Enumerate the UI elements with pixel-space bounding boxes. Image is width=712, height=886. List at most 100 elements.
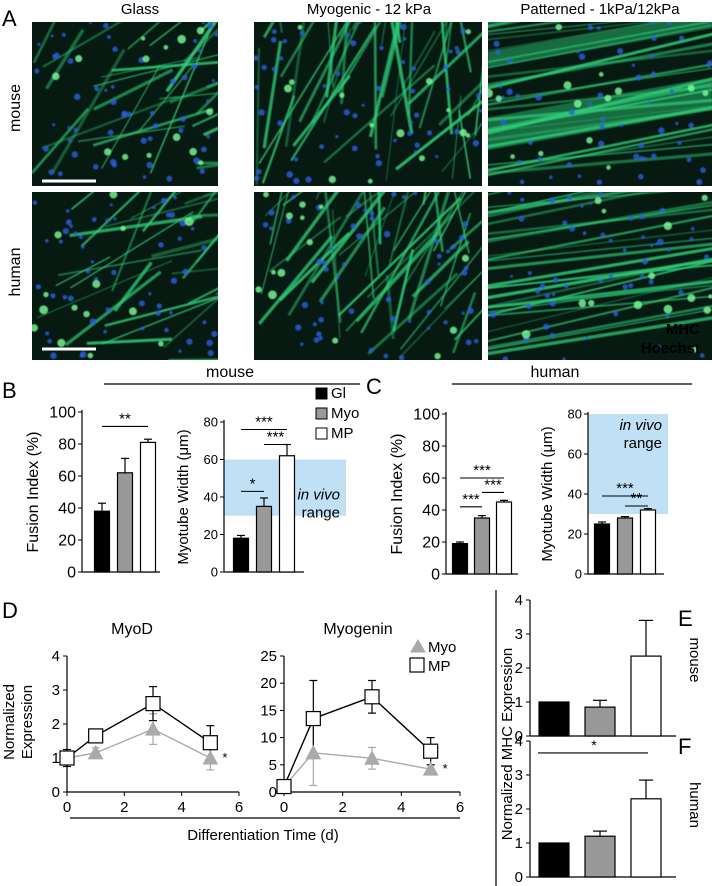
- nucleus: [578, 53, 586, 60]
- nucleus: [678, 289, 684, 296]
- myotube-fiber: [452, 291, 477, 354]
- panel-letter-e: E: [678, 606, 693, 631]
- myotube-fiber: [279, 22, 315, 78]
- myotube-fiber: [258, 22, 348, 164]
- nucleus: [148, 292, 152, 296]
- nucleus: [657, 344, 662, 349]
- nucleus: [109, 203, 113, 207]
- column-title-myogenic: Myogenic - 12 kPa: [307, 1, 432, 18]
- nucleus: [383, 353, 389, 359]
- myotube-fiber: [188, 287, 218, 305]
- bar-gl: [451, 542, 469, 575]
- nucleus: [312, 322, 317, 327]
- bright-cell: [75, 55, 83, 63]
- nucleus: [458, 234, 465, 241]
- nucleus: [110, 84, 115, 89]
- y-tick-label: 2: [52, 716, 60, 733]
- nucleus: [402, 36, 407, 41]
- myotube-fiber: [488, 208, 712, 236]
- myotube-fiber: [388, 192, 409, 266]
- nucleus: [52, 123, 56, 127]
- point-mp: [423, 743, 439, 759]
- myotube-fiber: [181, 234, 218, 280]
- nucleus: [476, 92, 482, 98]
- bright-cell: [598, 72, 604, 77]
- nucleus: [358, 22, 362, 24]
- nucleus: [700, 167, 706, 174]
- bright-cell: [92, 279, 101, 289]
- myotube-fiber: [401, 30, 436, 89]
- bar-myo: [584, 706, 616, 737]
- myotube-fiber: [32, 22, 56, 64]
- bright-cell: [521, 329, 531, 339]
- nucleus: [413, 150, 417, 154]
- nucleus: [282, 38, 288, 44]
- myotube-fiber: [488, 192, 587, 214]
- nucleus: [47, 338, 53, 344]
- y-tick-label: 80: [58, 437, 76, 454]
- nucleus: [597, 92, 604, 99]
- f-side-label: human: [686, 782, 703, 828]
- y-tick-label: 80: [422, 439, 440, 456]
- nucleus: [270, 36, 277, 43]
- nucleus: [271, 29, 277, 35]
- nucleus: [657, 238, 664, 246]
- y-tick-label: 40: [568, 487, 582, 502]
- point-mp: [88, 728, 104, 744]
- bright-cell: [319, 204, 324, 209]
- nucleus: [255, 168, 262, 175]
- nucleus: [666, 22, 673, 25]
- nucleus: [391, 192, 397, 197]
- bright-cell: [277, 268, 286, 277]
- nucleus: [596, 179, 603, 185]
- micrograph-human-1: [32, 192, 218, 360]
- bar-gl: [593, 523, 611, 575]
- myotube-fiber: [363, 192, 375, 299]
- nucleus: [86, 269, 91, 274]
- nucleus: [305, 176, 312, 183]
- y-tick-label: 3: [515, 767, 523, 784]
- bright-cell: [588, 299, 595, 307]
- bright-cell: [573, 99, 582, 108]
- nucleus: [622, 248, 627, 252]
- bright-cell: [271, 269, 276, 275]
- in-vivo-range-band: [588, 414, 668, 514]
- y-axis-label: Fusion Index (%): [25, 432, 42, 553]
- myotube-fiber: [163, 297, 218, 349]
- nucleus: [214, 32, 218, 37]
- nucleus: [79, 354, 84, 358]
- nucleus: [57, 171, 63, 177]
- nucleus: [211, 330, 218, 338]
- myotube-fiber: [101, 297, 218, 345]
- nucleus: [356, 233, 363, 240]
- nucleus: [90, 260, 95, 264]
- myotube-fiber: [41, 95, 179, 150]
- myotube-fiber: [488, 237, 712, 262]
- bright-cell: [459, 128, 468, 137]
- y-tick-label: 10: [260, 730, 277, 747]
- myotube-fiber: [127, 22, 161, 50]
- nucleus: [262, 221, 269, 228]
- point-mp: [276, 778, 292, 795]
- nucleus: [677, 140, 682, 146]
- nucleus: [269, 226, 274, 231]
- bar-mp: [278, 455, 296, 573]
- nucleus: [178, 349, 182, 353]
- nucleus: [105, 307, 111, 313]
- nucleus: [79, 235, 84, 240]
- bright-cell: [255, 286, 262, 293]
- bar-myo: [616, 517, 634, 575]
- nucleus: [166, 175, 173, 182]
- myotube-fiber: [488, 304, 712, 349]
- bright-cell: [488, 89, 493, 98]
- bright-cell: [465, 133, 471, 138]
- nucleus: [425, 279, 431, 285]
- y-axis-label: Myotube Width (μm): [175, 429, 192, 564]
- nucleus: [193, 157, 200, 164]
- nucleus: [410, 120, 414, 124]
- nucleus: [651, 153, 657, 159]
- nucleus: [461, 269, 468, 276]
- myotube-fiber: [340, 22, 349, 105]
- micrograph-mouse-1: [32, 22, 218, 186]
- point-mp: [145, 695, 161, 712]
